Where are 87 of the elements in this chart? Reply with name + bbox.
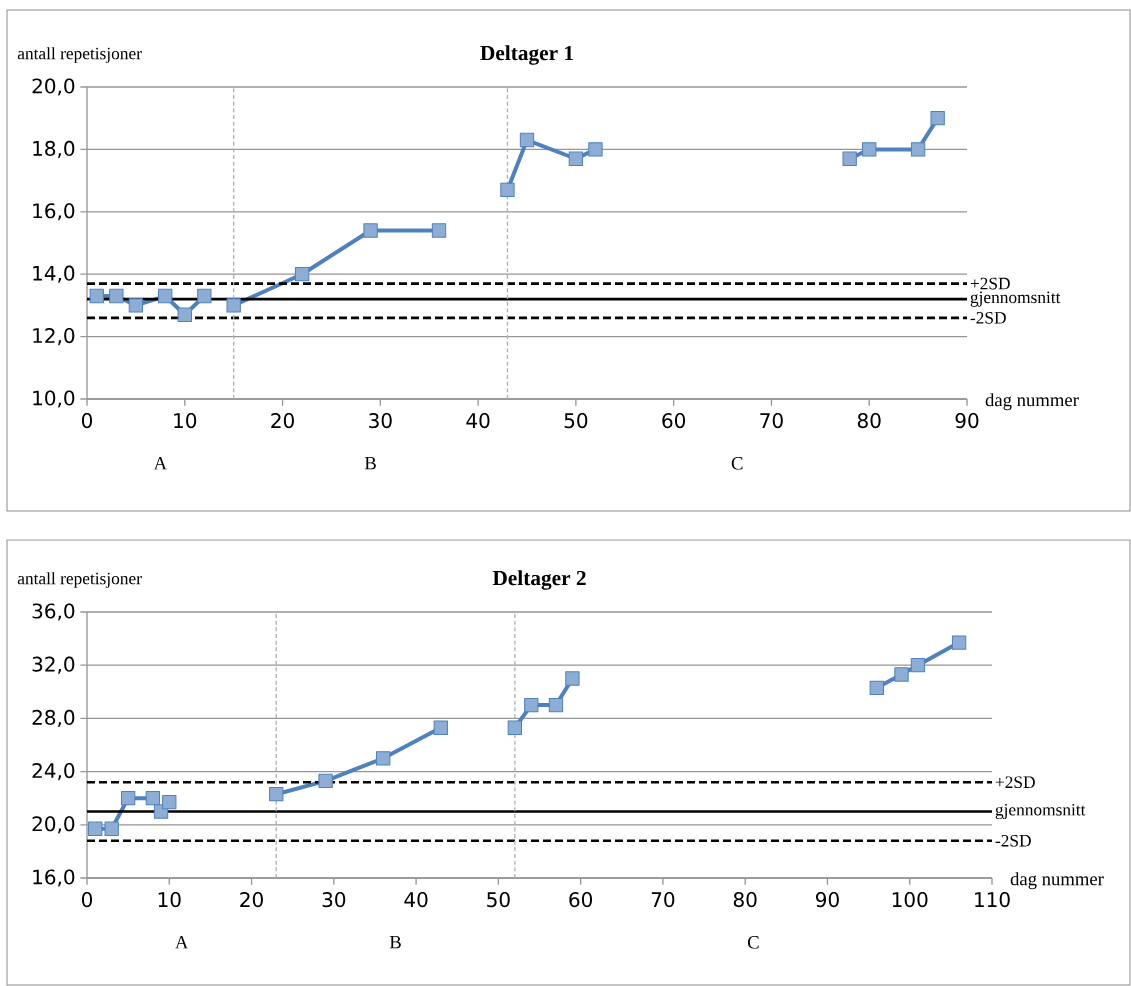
point: [588, 142, 603, 157]
x-tick-label: 90: [955, 413, 979, 429]
point: [894, 667, 909, 682]
y-tick-label: 32,0: [32, 656, 75, 674]
chart-title: Deltager 2: [492, 570, 586, 590]
point: [869, 680, 884, 695]
y-tick-label: 14,0: [33, 265, 75, 283]
x-tick-label: 50: [564, 413, 588, 429]
point: [910, 142, 926, 157]
point: [318, 773, 333, 789]
ref-line-label: -2SD: [970, 312, 1006, 324]
point: [951, 635, 967, 650]
x-tick-label: 40: [404, 892, 428, 908]
point: [197, 288, 212, 304]
y-tick-label: 20,0: [32, 78, 75, 96]
point: [433, 720, 448, 735]
point: [524, 697, 539, 713]
y-tick-label: 20,0: [32, 816, 75, 834]
x-tick-label: 60: [569, 892, 593, 908]
y-tick-label: 28,0: [32, 709, 75, 727]
point: [269, 787, 284, 802]
point: [226, 298, 241, 313]
point: [104, 821, 119, 836]
x-tick-label: 90: [815, 892, 839, 908]
y-axis-title: antall repetisjoner: [17, 47, 142, 63]
text: C: [731, 457, 743, 470]
text: C: [747, 936, 759, 949]
x-tick-label: 0: [81, 413, 93, 429]
point: [109, 288, 124, 304]
text: A: [153, 457, 167, 470]
x-tick-label: 30: [369, 413, 392, 429]
point: [145, 791, 160, 806]
x-tick-label: 50: [487, 892, 510, 908]
point: [363, 223, 378, 238]
point: [294, 267, 310, 282]
y-axis-title: antall repetisjoner: [17, 572, 142, 588]
point: [177, 307, 192, 322]
y-tick-label: 10,0: [33, 390, 75, 408]
point: [89, 288, 104, 304]
ref-line-label: gjennomsnitt: [995, 803, 1086, 820]
ref-line-label: -2SD: [995, 834, 1031, 847]
point: [431, 223, 447, 238]
x-tick-label: 20: [271, 413, 294, 429]
point: [519, 132, 535, 148]
x-tick-label: 0: [81, 892, 93, 908]
x-tick-label: 30: [322, 892, 346, 908]
x-tick-label: 100: [892, 892, 928, 908]
x-tick-label: 70: [760, 413, 783, 429]
chart-title: Deltager 1: [480, 45, 573, 65]
x-tick-label: 80: [857, 413, 881, 429]
point: [842, 151, 857, 166]
point: [162, 795, 177, 810]
y-tick-label: 36,0: [32, 603, 75, 621]
x-tick-label: 70: [651, 892, 675, 908]
x-tick-label: 10: [174, 413, 197, 429]
text: B: [389, 936, 401, 949]
x-tick-label: 80: [733, 892, 757, 908]
x-tick-label: 10: [158, 892, 181, 908]
x-axis-title: dag nummer: [985, 393, 1079, 411]
x-tick-label: 40: [466, 413, 490, 429]
y-tick-label: 18,0: [33, 140, 75, 158]
point: [88, 821, 103, 836]
point: [120, 791, 136, 806]
point: [910, 658, 926, 673]
text: A: [175, 936, 189, 949]
ref-line-label: +2SD: [995, 776, 1035, 789]
point: [930, 111, 945, 126]
point: [500, 182, 515, 198]
x-axis-title: dag nummer: [1010, 872, 1104, 890]
ref-line-label: gjennomsnitt: [970, 291, 1061, 307]
x-tick-label: 110: [975, 892, 1010, 908]
y-tick-label: 16,0: [33, 203, 75, 221]
point: [862, 142, 877, 157]
ref-line-label: +2SD: [970, 277, 1010, 290]
text: B: [364, 457, 376, 470]
point: [548, 697, 564, 713]
x-tick-label: 60: [662, 413, 686, 429]
point: [568, 151, 584, 166]
point: [507, 720, 522, 735]
y-tick-label: 16,0: [33, 869, 75, 887]
y-tick-label: 24,0: [32, 763, 75, 781]
point: [158, 288, 173, 304]
point: [565, 671, 580, 686]
point: [376, 751, 391, 766]
point: [128, 298, 144, 313]
y-tick-label: 12,0: [33, 328, 75, 346]
x-tick-label: 20: [240, 892, 263, 908]
